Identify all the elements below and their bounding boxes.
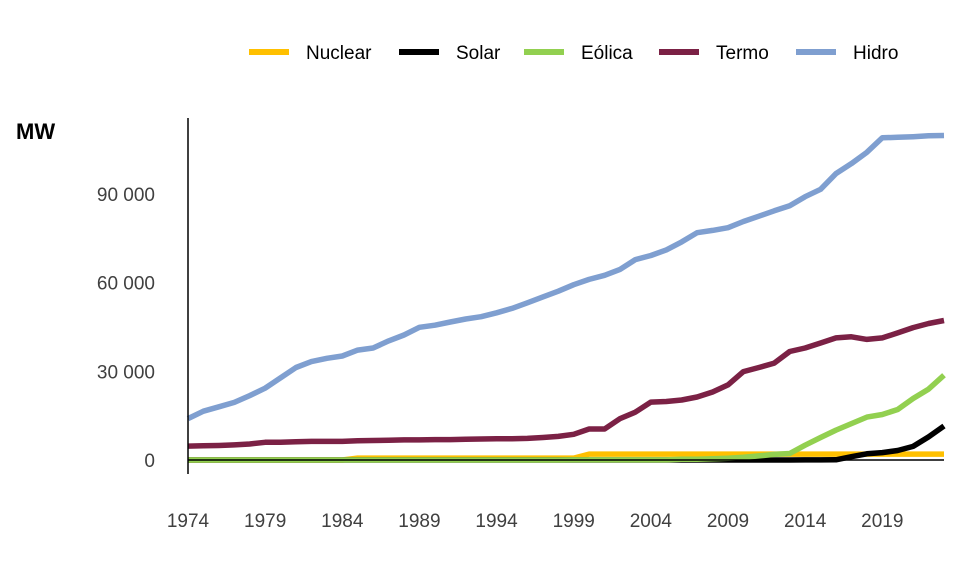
y-tick-label: 0 — [144, 451, 155, 472]
y-axis-ticks: 0 30 000 60 000 90 000 — [97, 185, 155, 472]
x-tick-label: 1989 — [398, 511, 440, 532]
y-tick-label: 60 000 — [97, 274, 155, 295]
x-tick-label: 2019 — [861, 511, 903, 532]
legend-label: Eólica — [581, 43, 633, 64]
x-tick-label: 1984 — [321, 511, 364, 532]
y-tick-label: 90 000 — [97, 185, 155, 206]
series-line-eólica — [188, 373, 946, 463]
x-tick-label: 2014 — [784, 511, 827, 532]
x-tick-label: 1999 — [553, 511, 595, 532]
x-tick-label: 1979 — [244, 511, 286, 532]
x-tick-label: 2009 — [707, 511, 749, 532]
legend-label: Hidro — [853, 43, 898, 64]
series-lines — [186, 132, 946, 463]
series-line-hidro — [186, 132, 945, 422]
x-tick-label: 1994 — [475, 511, 518, 532]
y-tick-label: 30 000 — [97, 362, 155, 383]
x-tick-label: 2004 — [630, 511, 673, 532]
legend-label: Nuclear — [306, 43, 372, 64]
legend-label: Termo — [716, 43, 769, 64]
x-tick-label: 1974 — [167, 511, 210, 532]
x-axis-ticks: 1974 1979 1984 1989 1994 1999 2004 2009 2014 2019 — [167, 511, 904, 532]
y-axis-unit-label: MW — [16, 119, 55, 144]
legend: Nuclear Solar Eólica Termo Hidro — [249, 43, 898, 64]
series-line-termo — [187, 317, 945, 449]
legend-label: Solar — [456, 43, 501, 64]
